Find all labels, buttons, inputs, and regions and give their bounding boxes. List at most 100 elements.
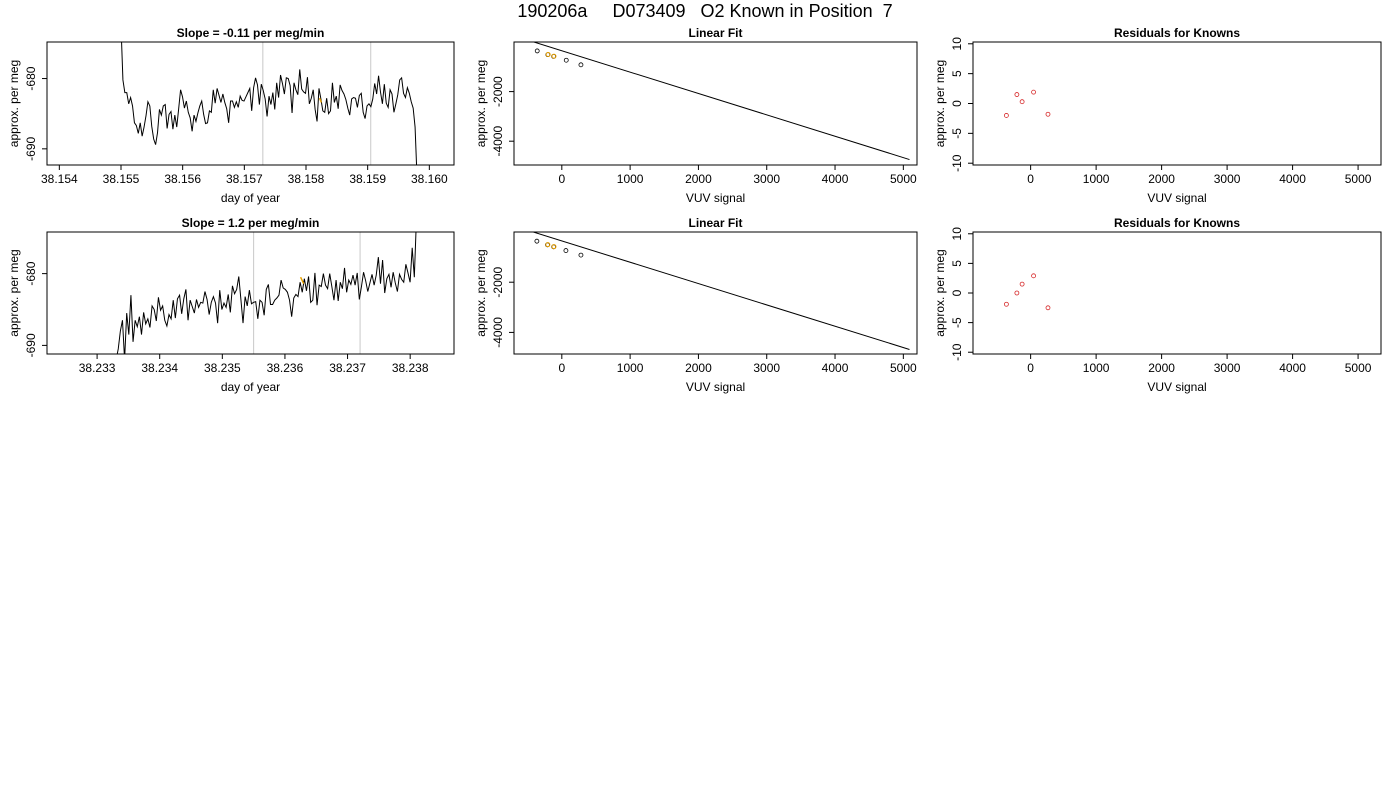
x-tick-label: 38.235 [204,361,241,375]
x-tick-label: 0 [558,361,565,375]
plot-area [1003,273,1051,311]
y-tick-label: -4000 [491,126,505,157]
y-tick-label: 0 [950,100,964,107]
y-tick-label: -5 [950,317,964,328]
plot-area [531,232,910,350]
chart-title: Residuals for Knowns [1114,26,1240,40]
x-tick-label: 2000 [1148,361,1175,375]
x-tick-label: 4000 [822,361,849,375]
x-tick-label: 0 [1027,361,1034,375]
data-point [1031,89,1036,95]
chart-panel-6: Residuals for Knowns VUV signal approx. pe… [933,216,1382,394]
plot-frame [972,41,1382,166]
x-tick-label: 38.157 [226,172,263,186]
data-series-line [121,42,418,165]
data-point [578,62,584,68]
data-point [1019,99,1025,105]
x-axis-label: VUV signal [1147,380,1206,394]
x-tick-label: 38.233 [79,361,116,375]
y-axis-label: approx. per meg [7,249,21,336]
chart-panel-2: Linear Fit VUV signal approx. per meg 0 1000… [474,26,918,205]
x-tick-label: 38.237 [329,361,366,375]
data-point [1045,111,1051,117]
x-axis-label: day of year [221,380,280,394]
y-axis-label: approx. per meg [933,249,947,336]
x-tick-label: 38.159 [349,172,386,186]
y-tick-label: -4000 [491,317,505,348]
y-tick-label: -10 [950,343,964,361]
y-axis-label: approx. per meg [474,60,488,147]
y-tick-label: -680 [24,66,38,90]
data-point [1003,301,1009,307]
y-tick-label: 10 [950,227,964,241]
x-tick-label: 5000 [890,361,917,375]
x-axis-label: VUV signal [686,191,745,205]
highlight-point [551,244,557,250]
data-point [1003,113,1009,118]
x-tick-label: 38.158 [288,172,325,186]
y-tick-label: 0 [950,289,964,296]
y-tick-label: 10 [950,37,964,51]
y-tick-label: -10 [950,154,964,172]
y-tick-label: -2000 [491,267,505,298]
x-tick-label: 38.156 [164,172,201,186]
fit-line [531,232,910,350]
y-axis-label: approx. per meg [474,249,488,336]
chart-panel-5: Linear Fit VUV signal approx. per meg 0 1000… [474,216,918,394]
y-tick-label: 5 [950,70,964,77]
y-tick-label: -2000 [491,76,505,107]
plot-frame [513,231,918,355]
highlight-segment [318,97,323,103]
y-tick-label: -680 [24,261,38,285]
x-tick-label: 3000 [1214,361,1241,375]
x-tick-label: 38.234 [141,361,178,375]
x-tick-label: 3000 [753,172,780,186]
chart-title: Slope = -0.11 per meg/min [177,26,325,40]
highlight-point [551,53,557,59]
y-tick-label: -690 [24,137,38,161]
data-point [578,252,584,258]
x-tick-label: 1000 [617,172,644,186]
highlight-segment [299,276,305,284]
data-series-line [116,232,417,354]
data-point [1045,305,1051,311]
x-tick-label: 4000 [1279,361,1306,375]
y-tick-label: 5 [950,260,964,267]
data-point [534,48,540,54]
x-tick-label: 38.154 [41,172,78,186]
x-tick-label: 3000 [753,361,780,375]
chart-title: Linear Fit [688,26,742,40]
x-axis-label: VUV signal [686,380,745,394]
chart-panel-1: Slope = -0.11 per meg/min day of year appr… [7,26,455,205]
x-tick-label: 1000 [617,361,644,375]
data-point [1019,281,1025,287]
x-tick-label: 0 [1027,172,1034,186]
y-axis-label: approx. per meg [7,60,21,147]
data-point [534,238,540,244]
y-tick-label: -5 [950,128,964,139]
x-tick-label: 2000 [685,361,712,375]
fit-line [532,42,910,161]
chart-title: Residuals for Knowns [1114,216,1240,230]
x-tick-label: 5000 [890,172,917,186]
x-tick-label: 4000 [822,172,849,186]
x-tick-label: 4000 [1279,172,1306,186]
plot-frame [46,231,455,355]
chart-title: Linear Fit [688,216,742,230]
x-tick-label: 2000 [685,172,712,186]
plot-area [1003,89,1051,118]
x-tick-label: 1000 [1083,172,1110,186]
y-axis-label: approx. per meg [933,60,947,147]
plot-frame [46,41,455,166]
plot-frame [513,41,918,166]
data-point [1031,273,1036,279]
x-axis-label: day of year [221,191,280,205]
highlight-point [545,52,551,58]
x-tick-label: 38.236 [267,361,304,375]
x-tick-label: 1000 [1083,361,1110,375]
x-tick-label: 38.238 [392,361,429,375]
x-tick-label: 5000 [1345,172,1372,186]
page-title: 190206a D073409 O2 Known in Position 7 [517,1,893,21]
x-tick-label: 38.160 [411,172,448,186]
